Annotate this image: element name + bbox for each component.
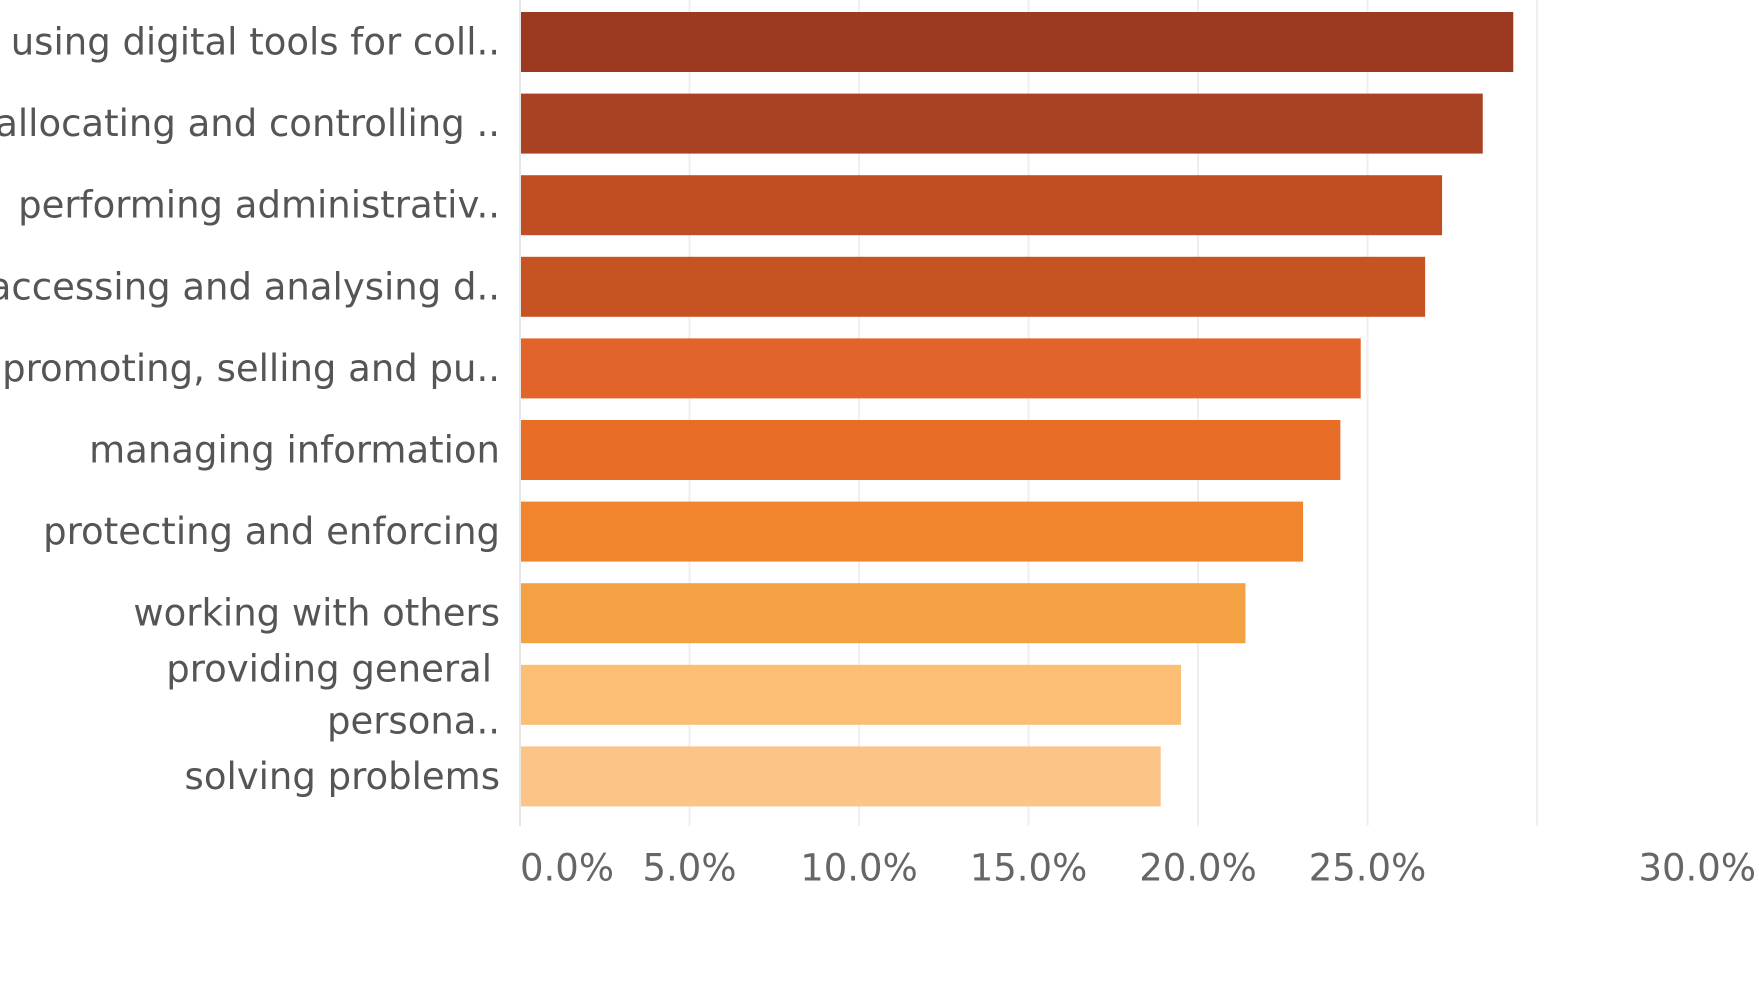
x-tick-label: 5.0% <box>643 847 737 890</box>
category-label: persona.. <box>327 699 500 742</box>
category-label: performing administrativ.. <box>18 184 500 227</box>
x-tick-label: 20.0% <box>1139 847 1257 890</box>
bar[interactable] <box>520 175 1443 236</box>
category-label: solving problems <box>185 755 500 798</box>
category-label: promoting, selling and pu.. <box>2 347 500 390</box>
category-label: working with others <box>133 592 500 635</box>
x-tick-labels: 0.0% 5.0% 10.0% 15.0% 20.0% 25.0% 30.0% <box>520 847 1756 890</box>
category-label: using digital tools for coll.. <box>11 21 500 64</box>
bar[interactable] <box>520 583 1246 644</box>
category-labels: using digital tools for coll.. allocating… <box>0 21 500 798</box>
x-tick-label: 0.0% <box>520 847 614 890</box>
x-tick-label: 15.0% <box>970 847 1088 890</box>
bars <box>520 12 1514 807</box>
bar[interactable] <box>520 256 1426 317</box>
category-label: allocating and controlling .. <box>0 102 500 145</box>
x-tick-label: 10.0% <box>800 847 918 890</box>
category-label: managing information <box>89 429 500 472</box>
bar[interactable] <box>520 746 1161 807</box>
bar[interactable] <box>520 93 1483 154</box>
bar[interactable] <box>520 664 1182 725</box>
x-tick-label: 30.0% <box>1638 847 1756 890</box>
category-label: accessing and analysing d.. <box>0 265 500 308</box>
x-tick-label: 25.0% <box>1309 847 1427 890</box>
bar[interactable] <box>520 420 1341 480</box>
bar[interactable] <box>520 501 1304 562</box>
bar[interactable] <box>520 338 1361 399</box>
bar[interactable] <box>520 12 1514 72</box>
category-label: protecting and enforcing <box>43 510 500 553</box>
category-label: providing general <box>166 647 492 690</box>
